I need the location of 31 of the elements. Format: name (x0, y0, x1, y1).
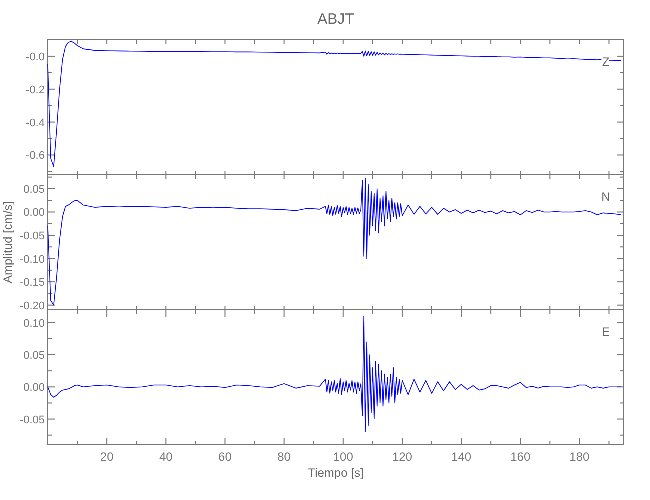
y-tick-label: -0.20 (20, 300, 45, 312)
y-tick-label: 0.05 (24, 350, 45, 362)
line-series (48, 41, 622, 168)
y-tick-label: -0.10 (20, 254, 45, 266)
y-tick-label: -0.05 (20, 230, 45, 243)
annotation: N (602, 190, 610, 204)
y-tick-label: 0.00 (24, 382, 45, 394)
y-tick-label: -0.05 (20, 414, 45, 426)
y-tick-label: 0.05 (24, 184, 45, 196)
x-axis-title: Tiempo [s] (308, 466, 364, 480)
x-tick-label: 140 (452, 450, 472, 464)
x-tick-label: 40 (159, 450, 174, 464)
line-series (48, 178, 622, 306)
y-tick-label: -0.2 (26, 84, 45, 96)
line-series (48, 316, 622, 433)
x-tick-label: 160 (510, 450, 531, 464)
annotation: E (602, 325, 610, 339)
y-tick-label: -0.0 (26, 51, 45, 64)
y-tick-label: -0.4 (26, 117, 45, 130)
x-tick-label: 100 (333, 450, 354, 464)
x-tick-label: 60 (218, 450, 232, 464)
y-tick-label: -0.15 (20, 277, 45, 290)
x-tick-label: 80 (278, 450, 292, 464)
y-tick-label: -0.6 (26, 150, 45, 162)
x-tick-label: 180 (570, 450, 590, 464)
chart-title: ABJT (318, 11, 354, 28)
x-tick-label: 20 (100, 450, 114, 464)
x-tick-label: 120 (392, 450, 413, 464)
y-tick-label: 0.10 (24, 318, 45, 330)
y-tick-label: 0.00 (24, 207, 45, 220)
y-axis-title: Amplitud [cm/s] (1, 201, 15, 284)
